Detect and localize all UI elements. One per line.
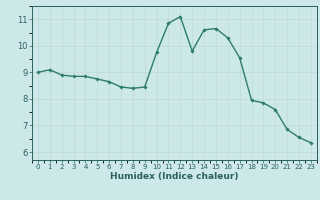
X-axis label: Humidex (Indice chaleur): Humidex (Indice chaleur) <box>110 172 239 181</box>
